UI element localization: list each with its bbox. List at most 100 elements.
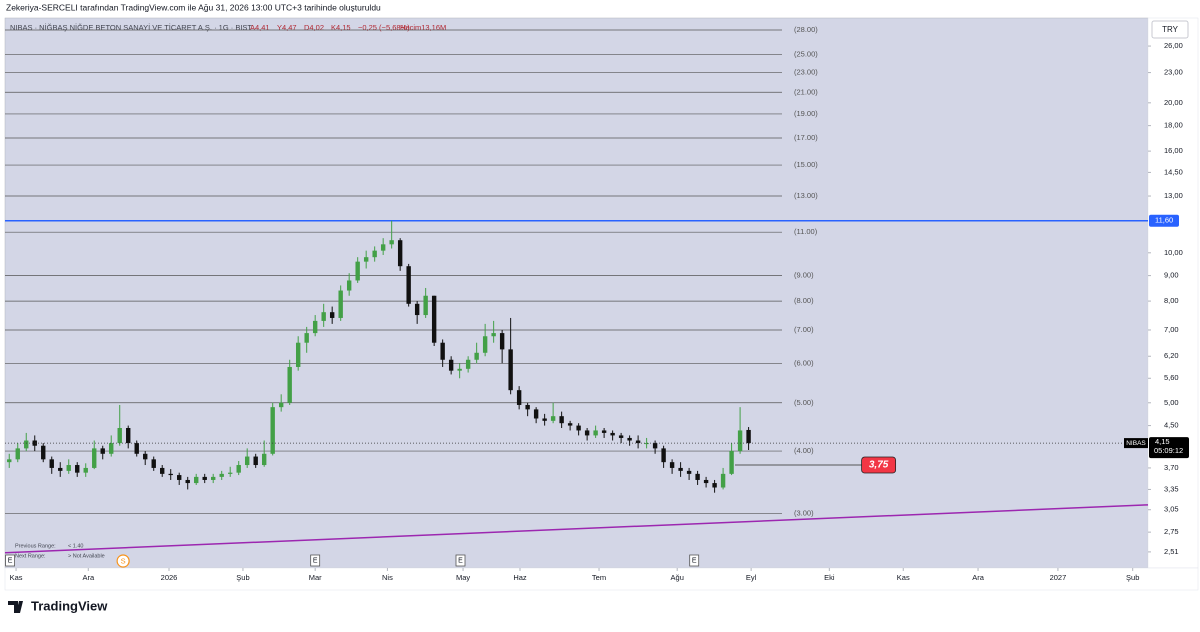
range-label: Previous Range:: [15, 543, 56, 549]
candle-body: [7, 459, 12, 463]
level-label: (3.00): [794, 508, 814, 517]
candle-body: [295, 342, 301, 367]
level-label: (5.00): [794, 398, 814, 407]
candle-body: [253, 456, 258, 466]
y-tick-label: 2,75: [1164, 527, 1179, 536]
event-marker: E: [5, 554, 15, 567]
x-tick-label: Nis: [382, 573, 393, 582]
y-tick-label: 3,35: [1164, 484, 1179, 493]
candle-body: [346, 280, 352, 291]
level-label: (23.00): [794, 68, 818, 77]
candle-body: [431, 295, 437, 343]
symbol-tag: [1124, 438, 1148, 449]
volume-legend: Hacim13,16M: [400, 23, 446, 32]
candle-body: [160, 467, 165, 474]
ohlc-legend: A4,41: [250, 23, 270, 32]
candle-body: [278, 402, 284, 408]
x-tick-label: Ara: [972, 573, 985, 582]
event-badge: [116, 554, 130, 568]
level-label: (7.00): [794, 325, 814, 334]
x-tick-label: Kas: [10, 573, 23, 582]
price-axis: [1147, 17, 1199, 569]
y-tick-label: 26,00: [1164, 41, 1183, 50]
candle-body: [228, 472, 233, 474]
candle-body: [338, 290, 343, 318]
candle-body: [100, 448, 105, 454]
y-tick-label: 9,00: [1164, 271, 1179, 280]
y-tick-label: 4,50: [1164, 421, 1179, 430]
candle-body: [41, 445, 46, 460]
candle-body: [143, 453, 148, 460]
event-label: E: [458, 557, 463, 564]
candle-body: [83, 467, 88, 473]
candle-body: [695, 473, 700, 480]
x-tick-label: Kas: [897, 573, 910, 582]
candle-body: [355, 261, 360, 281]
currency: TRY: [1162, 25, 1179, 34]
candle-body: [746, 429, 751, 444]
last-price-label: 4,15: [1155, 437, 1170, 446]
x-tick-label: May: [456, 573, 470, 582]
x-tick-label: Eyl: [746, 573, 757, 582]
countdown: 05:09:12: [1154, 446, 1183, 455]
level-label: (17.00): [794, 133, 818, 142]
candle-body: [712, 483, 717, 488]
ohlc-legend: Y4,47: [277, 23, 297, 32]
x-tick-label: Eki: [824, 573, 835, 582]
x-tick-label: Ağu: [671, 573, 684, 582]
target-tag: [861, 456, 897, 474]
candle-body: [686, 470, 692, 474]
candle-body: [627, 437, 632, 441]
candle-body: [440, 342, 445, 360]
currency-box[interactable]: [1151, 20, 1189, 39]
ohlc-legend: K4,15: [331, 23, 351, 32]
y-tick-label: 5,60: [1164, 373, 1179, 382]
candle-body: [287, 366, 292, 403]
candle-body: [185, 479, 190, 484]
event-badge: [5, 554, 15, 567]
candle-body: [109, 443, 114, 454]
level-label: (8.00): [794, 296, 814, 305]
event-label: E: [692, 557, 697, 564]
level-label: (4.00): [794, 446, 814, 455]
x-tick-label: Haz: [513, 573, 527, 582]
ohlc-legend: −0,25 (−5,68%): [358, 23, 410, 32]
candle-body: [24, 440, 29, 449]
candle-body: [720, 473, 726, 488]
candle-body: [652, 443, 658, 449]
y-tick-label: 20,00: [1164, 98, 1183, 107]
ohlc-legend: D4,02: [304, 23, 324, 32]
candle-body: [542, 418, 547, 421]
candle-body: [177, 475, 182, 480]
candle-body: [618, 435, 624, 438]
y-tick-label: 14,50: [1164, 167, 1183, 176]
y-tick-label: 3,05: [1164, 505, 1179, 514]
symbol-legend: NIBAS · NİĞBAŞ NİĞDE BETON SANAYİ VE TİC…: [10, 23, 252, 32]
y-tick-label: 10,00: [1164, 248, 1183, 257]
x-tick-label: Mar: [309, 573, 322, 582]
candle-body: [516, 390, 522, 405]
candle-body: [508, 349, 513, 391]
candle-body: [661, 448, 666, 463]
candle-body: [202, 476, 207, 480]
range-value: > Not Available: [68, 553, 105, 559]
candle-body: [304, 333, 309, 343]
event-marker: E: [455, 554, 466, 567]
level-label: (28.00): [794, 25, 818, 34]
candle-body: [465, 359, 471, 369]
candle-body: [491, 333, 496, 337]
candle-body: [669, 462, 675, 468]
candle-body: [397, 240, 403, 267]
event-label: S: [121, 556, 126, 565]
candle-body: [32, 440, 37, 446]
y-tick-label: 13,00: [1164, 191, 1183, 200]
candle-body: [321, 312, 326, 321]
level-label: (21.00): [794, 87, 818, 96]
event-label: E: [8, 557, 13, 564]
symbol-tag-label: NIBAS: [1126, 440, 1146, 447]
candle-body: [372, 250, 377, 258]
candle-body: [312, 320, 318, 334]
candle-body: [194, 476, 199, 484]
y-tick-label: 2,51: [1164, 547, 1179, 556]
candle-body: [550, 416, 556, 421]
